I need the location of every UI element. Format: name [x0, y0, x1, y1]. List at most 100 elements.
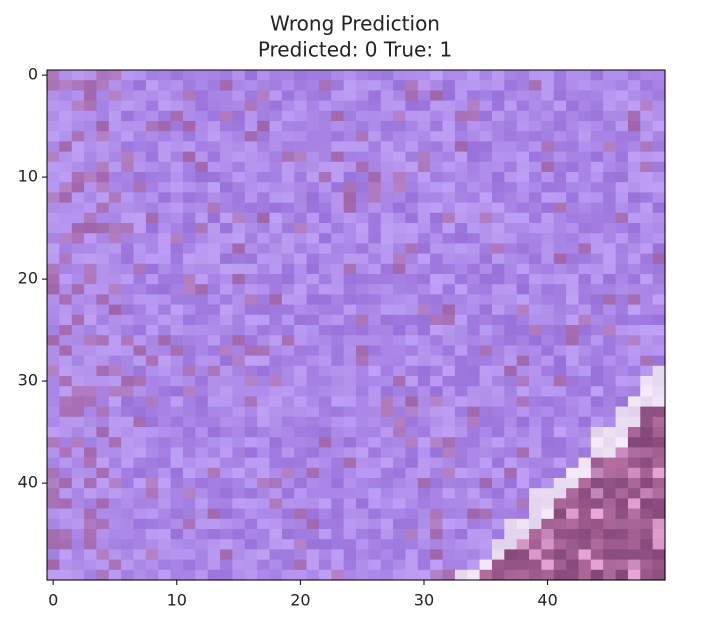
pixel: [244, 121, 258, 132]
pixel: [170, 457, 184, 469]
pixel: [195, 263, 209, 275]
pixel: [244, 182, 258, 193]
pixel: [529, 304, 542, 316]
pixel: [121, 253, 135, 265]
pixel: [590, 518, 604, 530]
pixel: [207, 325, 221, 336]
pixel: [578, 345, 592, 357]
pixel: [603, 90, 617, 102]
pixel: [529, 233, 542, 244]
pixel: [269, 233, 283, 244]
pixel: [133, 172, 147, 183]
pixel: [603, 80, 617, 91]
pixel: [331, 233, 345, 244]
pixel: [504, 274, 518, 285]
pixel: [356, 100, 369, 112]
pixel: [318, 386, 332, 397]
pixel: [96, 284, 110, 295]
pixel: [491, 110, 505, 122]
pixel: [640, 274, 654, 285]
pixel: [529, 314, 542, 326]
pixel: [331, 325, 345, 336]
pixel: [195, 325, 209, 336]
pixel: [516, 529, 530, 540]
pixel: [84, 90, 98, 102]
pixel: [331, 202, 345, 214]
pixel: [430, 284, 444, 295]
pixel: [244, 569, 258, 581]
pixel: [306, 335, 320, 346]
pixel: [553, 498, 567, 510]
pixel: [417, 478, 431, 489]
pixel: [356, 192, 369, 204]
pixel: [380, 202, 394, 214]
pixel: [578, 70, 592, 81]
pixel: [627, 529, 641, 540]
pixel: [405, 274, 419, 285]
pixel: [294, 437, 308, 448]
pixel: [454, 529, 468, 540]
pixel: [467, 141, 481, 153]
pixel: [121, 223, 135, 234]
pixel: [244, 223, 258, 234]
pixel: [84, 355, 98, 367]
pixel: [71, 253, 85, 265]
pixel: [356, 427, 369, 438]
pixel: [121, 416, 135, 428]
pixel: [306, 559, 320, 571]
pixel: [145, 80, 159, 91]
pixel: [640, 488, 654, 499]
pixel: [108, 529, 122, 540]
pixel: [170, 172, 184, 183]
pixel: [590, 549, 604, 561]
pixel: [158, 427, 172, 438]
pixel: [257, 508, 271, 520]
pixel: [566, 161, 580, 173]
pixel: [232, 253, 246, 265]
pixel: [121, 110, 135, 122]
pixel: [269, 223, 283, 234]
pixel: [84, 202, 98, 214]
pixel: [467, 223, 481, 234]
pixel: [541, 314, 555, 326]
pixel: [640, 90, 654, 102]
pixel: [356, 294, 369, 306]
pixel: [566, 314, 580, 326]
pixel: [96, 212, 110, 224]
pixel: [294, 478, 308, 489]
pixel: [430, 253, 444, 265]
pixel: [108, 121, 122, 132]
pixel: [479, 569, 493, 581]
pixel: [121, 355, 135, 367]
pixel: [590, 253, 604, 265]
pixel: [578, 365, 592, 377]
pixel: [529, 355, 542, 367]
pixel: [257, 518, 271, 530]
pixel: [195, 80, 209, 91]
pixel: [207, 437, 221, 448]
pixel: [578, 447, 592, 459]
pixel: [640, 376, 654, 387]
pixel: [652, 539, 666, 550]
pixel: [393, 172, 407, 183]
pixel: [430, 335, 444, 346]
pixel: [603, 253, 617, 265]
pixel: [380, 314, 394, 326]
pixel: [627, 253, 641, 265]
pixel: [281, 345, 295, 357]
pixel: [529, 406, 542, 418]
pixel: [108, 70, 122, 81]
pixel: [331, 549, 345, 561]
pixel: [356, 569, 369, 581]
pixel: [590, 416, 604, 428]
pixel: [257, 141, 271, 153]
pixel: [257, 406, 271, 418]
pixel: [294, 284, 308, 295]
pixel: [182, 518, 196, 530]
pixel: [257, 467, 271, 479]
pixel: [257, 80, 271, 91]
pixel: [442, 70, 456, 81]
pixel: [318, 182, 332, 193]
pixel: [207, 100, 221, 112]
pixel: [318, 80, 332, 91]
